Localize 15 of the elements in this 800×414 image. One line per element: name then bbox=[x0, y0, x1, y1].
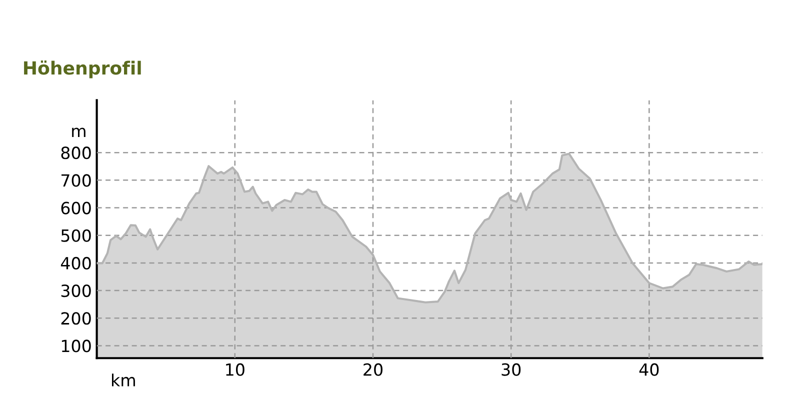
y-tick-label: 800 bbox=[61, 146, 91, 160]
x-tick-label: 30 bbox=[502, 363, 521, 376]
x-tick-label: 10 bbox=[226, 363, 244, 376]
y-tick-label: 700 bbox=[61, 174, 91, 187]
y-tick-label: 400 bbox=[60, 256, 91, 270]
y-tick-label: 600 bbox=[61, 202, 91, 214]
x-tick-label: 40 bbox=[639, 363, 659, 376]
y-tick-label: 500 bbox=[61, 229, 91, 242]
y-axis-title: m bbox=[72, 128, 86, 138]
x-axis-title: km bbox=[112, 374, 135, 386]
chart-title: Höhenprofil bbox=[24, 60, 141, 78]
y-tick-label: 300 bbox=[61, 284, 91, 298]
y-tick-label: 100 bbox=[62, 340, 91, 352]
x-tick-label: 20 bbox=[364, 363, 382, 376]
y-tick-label: 200 bbox=[61, 312, 91, 325]
